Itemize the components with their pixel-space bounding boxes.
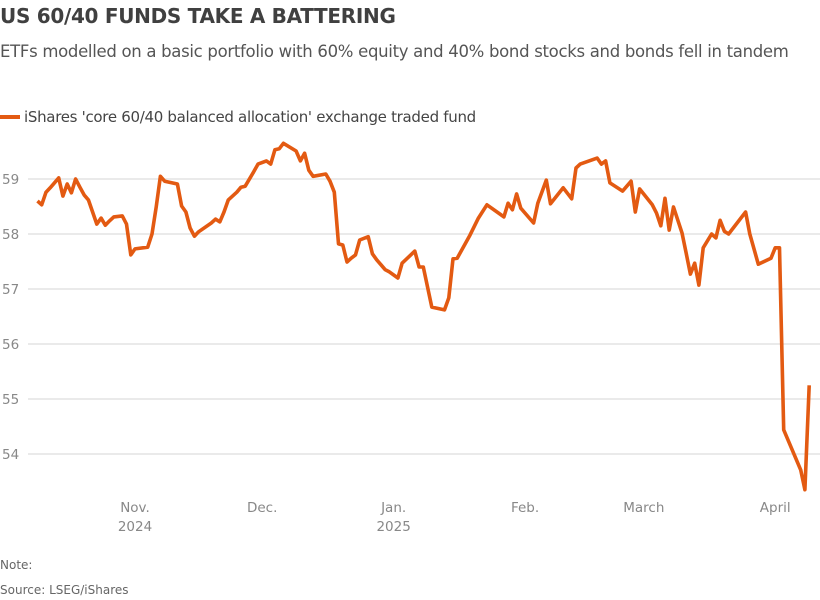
note: Note:: [0, 558, 33, 572]
y-tick-label: 55: [2, 392, 19, 408]
x-tick-label: Jan.: [380, 500, 406, 516]
source: Source: LSEG/iShares: [0, 583, 129, 597]
x-tick-label: Feb.: [511, 500, 539, 516]
x-tick-label: April: [760, 500, 791, 516]
x-tick-label: Nov.: [120, 500, 150, 516]
y-tick-label: 58: [2, 227, 19, 243]
y-tick-label: 59: [2, 172, 19, 188]
y-axis: 54 55 56 57 58 59: [2, 172, 19, 463]
chart-subtitle: ETFs modelled on a basic portfolio with …: [0, 42, 789, 61]
legend: iShares 'core 60/40 balanced allocation'…: [0, 108, 476, 126]
chart-title: US 60/40 FUNDS TAKE A BATTERING: [0, 4, 396, 28]
series-line: [36, 141, 811, 492]
series: [36, 141, 811, 492]
x-axis: Nov. 2024 Dec. Jan. 2025 Feb. March April: [118, 500, 791, 535]
x-tick-label: March: [623, 500, 664, 516]
x-tick-sublabel: 2025: [376, 519, 410, 535]
y-tick-label: 57: [2, 282, 19, 298]
legend-label: iShares 'core 60/40 balanced allocation'…: [24, 108, 476, 126]
y-tick-label: 54: [2, 447, 19, 463]
x-tick-label: Dec.: [247, 500, 277, 516]
x-tick-sublabel: 2024: [118, 519, 152, 535]
y-tick-label: 56: [2, 337, 19, 353]
legend-swatch: [0, 115, 20, 119]
grid: [28, 178, 820, 455]
